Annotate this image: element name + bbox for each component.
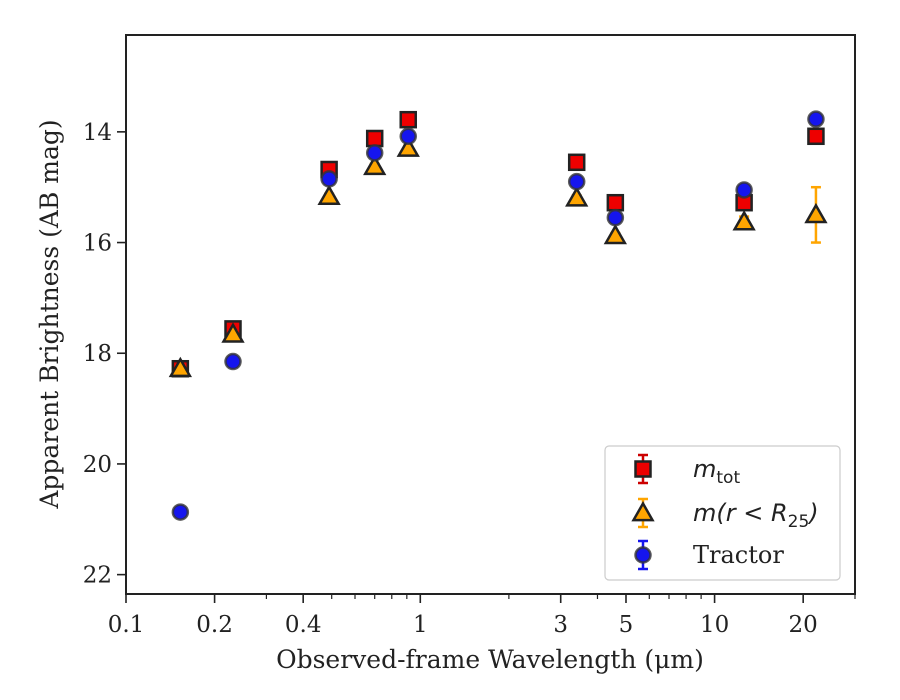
data-point-triangle bbox=[363, 154, 387, 176]
x-tick-label: 0.4 bbox=[285, 612, 322, 638]
y-tick-label: 20 bbox=[83, 452, 112, 478]
legend-marker-square bbox=[634, 460, 652, 478]
data-point-triangle bbox=[732, 210, 756, 231]
axis-ticks: 0.1 0.2 0.4 1 3 5 10 20 14 16 18 20 22 bbox=[83, 120, 856, 638]
data-point-circle bbox=[171, 503, 190, 521]
legend-box bbox=[604, 445, 841, 581]
data-point-circle bbox=[606, 208, 625, 227]
data-point-circle bbox=[399, 127, 417, 146]
legend-label: m(r < R25) bbox=[693, 499, 819, 532]
legend-marker-circle bbox=[634, 546, 652, 564]
data-point-circle bbox=[365, 144, 384, 162]
x-tick-label: 10 bbox=[700, 612, 729, 638]
y-tick-label: 22 bbox=[83, 563, 112, 589]
data-point-square bbox=[567, 153, 586, 172]
data-point-square bbox=[807, 127, 825, 146]
data-point-circle bbox=[807, 110, 825, 128]
x-tick-label: 1 bbox=[413, 612, 428, 638]
y-tick-label: 14 bbox=[83, 120, 112, 146]
data-point-circle bbox=[224, 352, 242, 371]
data-point-square bbox=[399, 110, 417, 129]
series-triangle bbox=[168, 136, 828, 378]
x-tick-label: 3 bbox=[553, 612, 568, 638]
data-point-circle bbox=[320, 170, 338, 188]
series-circle bbox=[171, 110, 825, 521]
x-tick-label: 0.1 bbox=[108, 612, 145, 638]
legend: mtot m(r < R25) Tractor bbox=[604, 445, 841, 581]
data-point-triangle bbox=[168, 356, 193, 378]
x-tick-label: 5 bbox=[619, 612, 634, 638]
plot-frame bbox=[125, 34, 856, 595]
data-point-circle bbox=[735, 181, 753, 199]
y-axis-label: Apparent Brightness (AB mag) bbox=[35, 119, 64, 509]
legend-label: mtot bbox=[693, 455, 740, 488]
data-point-triangle bbox=[565, 186, 589, 207]
x-axis-label: Observed-frame Wavelength (μm) bbox=[276, 645, 704, 674]
x-tick-label: 20 bbox=[789, 612, 818, 638]
data-point-triangle bbox=[317, 184, 341, 205]
data-point-square bbox=[606, 193, 625, 212]
data-point-square bbox=[365, 129, 384, 148]
data-point-circle bbox=[567, 172, 586, 191]
legend-label: Tractor bbox=[693, 541, 784, 569]
legend-marker-triangle bbox=[631, 500, 655, 522]
data-point-triangle bbox=[221, 322, 245, 343]
data-point-triangle bbox=[603, 223, 627, 245]
data-point-triangle bbox=[804, 202, 828, 224]
data-point-triangle bbox=[396, 136, 420, 157]
x-tick-label: 0.2 bbox=[196, 612, 233, 638]
series-square bbox=[171, 110, 825, 378]
y-tick-label: 18 bbox=[83, 341, 112, 367]
y-tick-label: 16 bbox=[83, 231, 112, 257]
plot-area bbox=[168, 110, 828, 521]
